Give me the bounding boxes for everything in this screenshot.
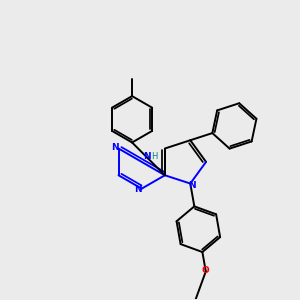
Text: N: N xyxy=(134,185,142,194)
Text: N: N xyxy=(188,182,196,190)
Text: O: O xyxy=(202,266,210,275)
Text: N: N xyxy=(111,143,119,152)
Text: N: N xyxy=(143,152,151,161)
Text: H: H xyxy=(151,152,157,161)
